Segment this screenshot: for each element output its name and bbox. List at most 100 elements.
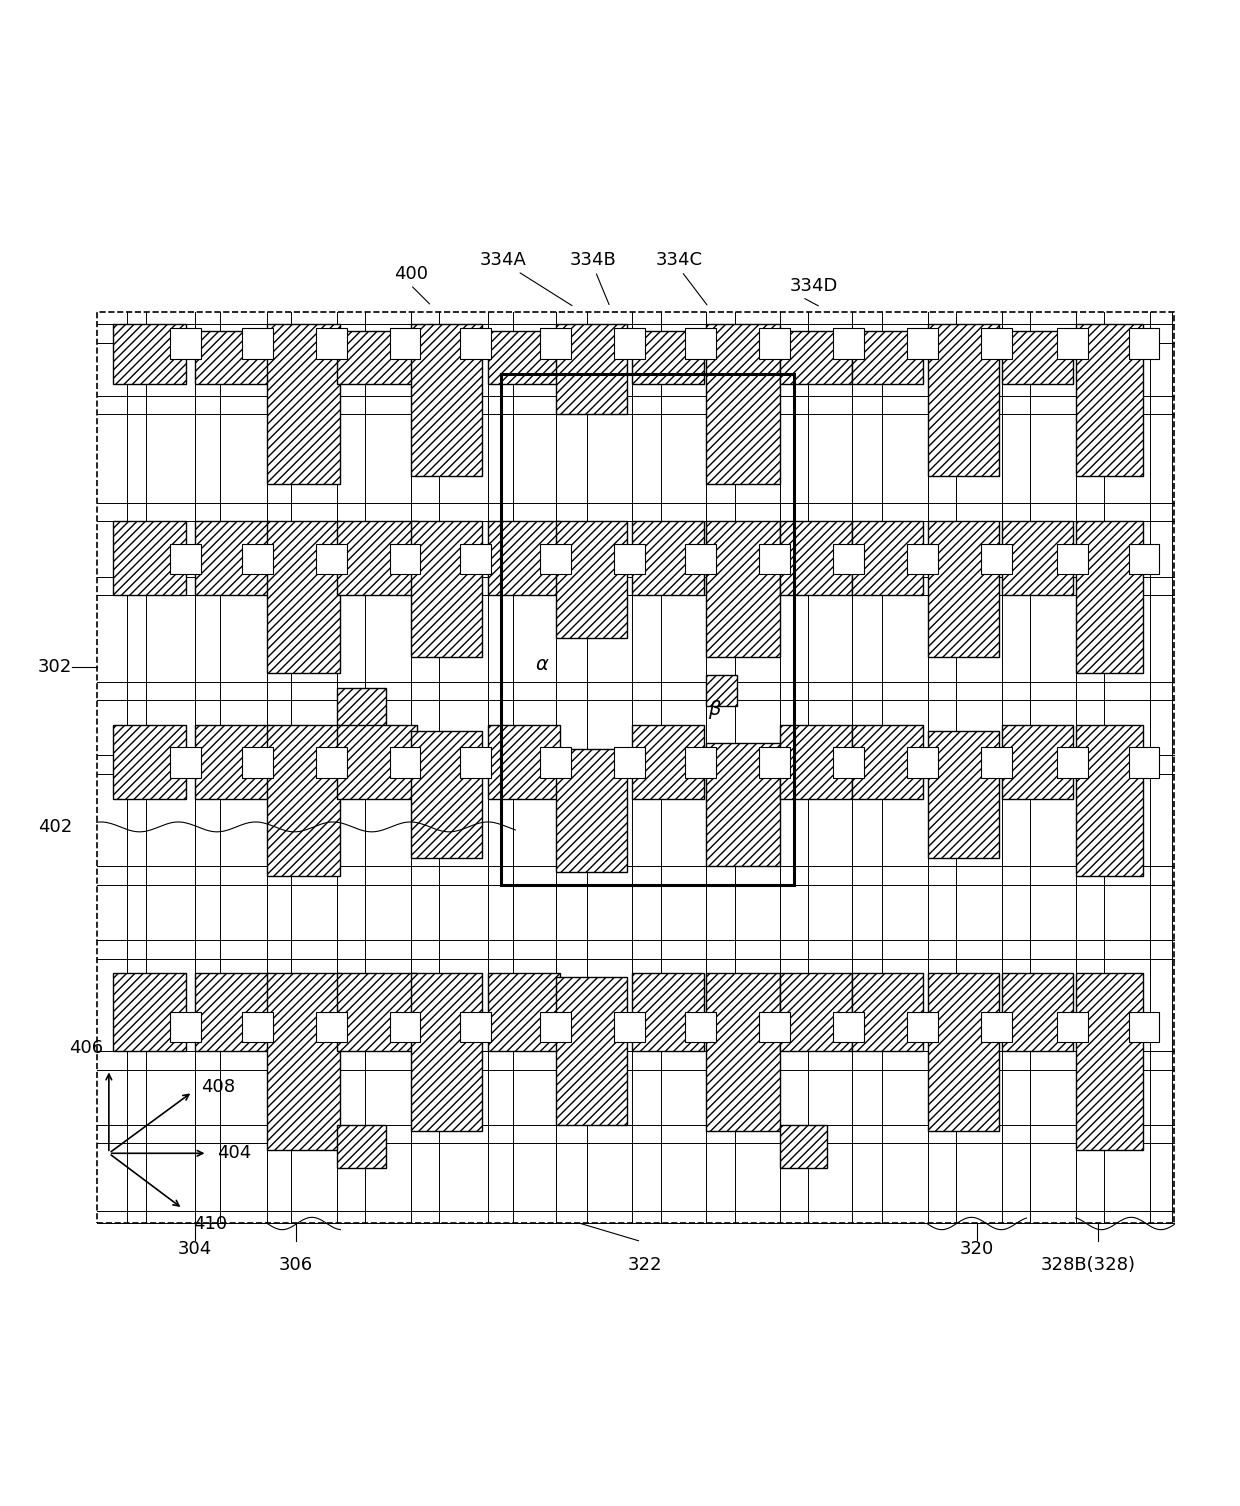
Bar: [539, 1012, 570, 1042]
Bar: [928, 973, 999, 1131]
Bar: [410, 324, 482, 476]
Bar: [833, 328, 864, 358]
Bar: [316, 328, 346, 358]
Bar: [170, 1012, 201, 1042]
Bar: [632, 330, 704, 384]
Bar: [316, 747, 346, 777]
Text: 408: 408: [201, 1078, 236, 1096]
Bar: [337, 973, 417, 1051]
Bar: [489, 724, 559, 798]
Bar: [1076, 724, 1143, 876]
Bar: [614, 328, 645, 358]
Text: 334A: 334A: [480, 252, 527, 270]
Bar: [460, 328, 491, 358]
Bar: [928, 521, 999, 657]
Bar: [410, 521, 482, 657]
Text: 302: 302: [37, 658, 72, 676]
Bar: [981, 747, 1012, 777]
Text: 400: 400: [393, 265, 428, 283]
Bar: [460, 544, 491, 574]
Bar: [906, 328, 937, 358]
Bar: [389, 747, 420, 777]
Bar: [759, 1012, 790, 1042]
Bar: [852, 521, 923, 595]
Bar: [113, 973, 186, 1051]
Bar: [852, 973, 923, 1051]
Bar: [1002, 973, 1074, 1051]
Text: 320: 320: [960, 1239, 994, 1258]
Bar: [1128, 1012, 1159, 1042]
Bar: [1058, 544, 1087, 574]
Bar: [556, 750, 627, 872]
Bar: [928, 324, 999, 476]
Bar: [1058, 328, 1087, 358]
Bar: [632, 521, 704, 595]
Bar: [632, 973, 704, 1051]
Text: 334C: 334C: [656, 252, 703, 270]
Text: 334B: 334B: [569, 252, 616, 270]
Text: 328B(328): 328B(328): [1040, 1256, 1136, 1274]
Bar: [780, 724, 852, 798]
Text: 304: 304: [179, 1239, 212, 1258]
Bar: [267, 324, 341, 485]
Bar: [707, 675, 737, 706]
Bar: [833, 1012, 864, 1042]
Bar: [113, 724, 186, 798]
Bar: [170, 544, 201, 574]
Bar: [614, 544, 645, 574]
Bar: [780, 521, 852, 595]
Bar: [759, 747, 790, 777]
Text: 406: 406: [68, 1039, 103, 1057]
Bar: [337, 1125, 386, 1169]
Bar: [242, 544, 273, 574]
Bar: [242, 1012, 273, 1042]
Bar: [195, 724, 269, 798]
Bar: [460, 747, 491, 777]
Bar: [780, 1125, 827, 1169]
Bar: [337, 330, 417, 384]
Bar: [906, 544, 937, 574]
Bar: [195, 521, 269, 595]
Bar: [780, 330, 852, 384]
Text: 404: 404: [217, 1145, 252, 1163]
Bar: [852, 724, 923, 798]
Bar: [981, 1012, 1012, 1042]
Text: $\alpha$: $\alpha$: [536, 655, 549, 673]
Bar: [337, 521, 417, 595]
Bar: [501, 373, 794, 886]
Bar: [389, 544, 420, 574]
Bar: [686, 328, 715, 358]
Bar: [460, 1012, 491, 1042]
Bar: [556, 521, 627, 639]
Bar: [1076, 324, 1143, 476]
Bar: [759, 328, 790, 358]
Bar: [614, 747, 645, 777]
Bar: [1128, 328, 1159, 358]
Bar: [707, 742, 780, 866]
Bar: [780, 973, 852, 1051]
Bar: [1076, 521, 1143, 673]
Bar: [981, 544, 1012, 574]
Bar: [614, 1012, 645, 1042]
Bar: [707, 973, 780, 1131]
Bar: [1128, 544, 1159, 574]
Bar: [1076, 973, 1143, 1149]
Bar: [170, 747, 201, 777]
Bar: [632, 724, 704, 798]
Text: 402: 402: [37, 818, 72, 836]
Bar: [195, 973, 269, 1051]
Bar: [489, 973, 559, 1051]
Bar: [97, 312, 1174, 1223]
Text: 410: 410: [192, 1215, 227, 1233]
Bar: [316, 544, 346, 574]
Bar: [195, 330, 269, 384]
Bar: [686, 544, 715, 574]
Bar: [539, 328, 570, 358]
Bar: [833, 747, 864, 777]
Bar: [1002, 521, 1074, 595]
Bar: [707, 324, 780, 485]
Bar: [267, 724, 341, 876]
Text: 334D: 334D: [790, 277, 838, 295]
Bar: [1002, 330, 1074, 384]
Bar: [686, 1012, 715, 1042]
